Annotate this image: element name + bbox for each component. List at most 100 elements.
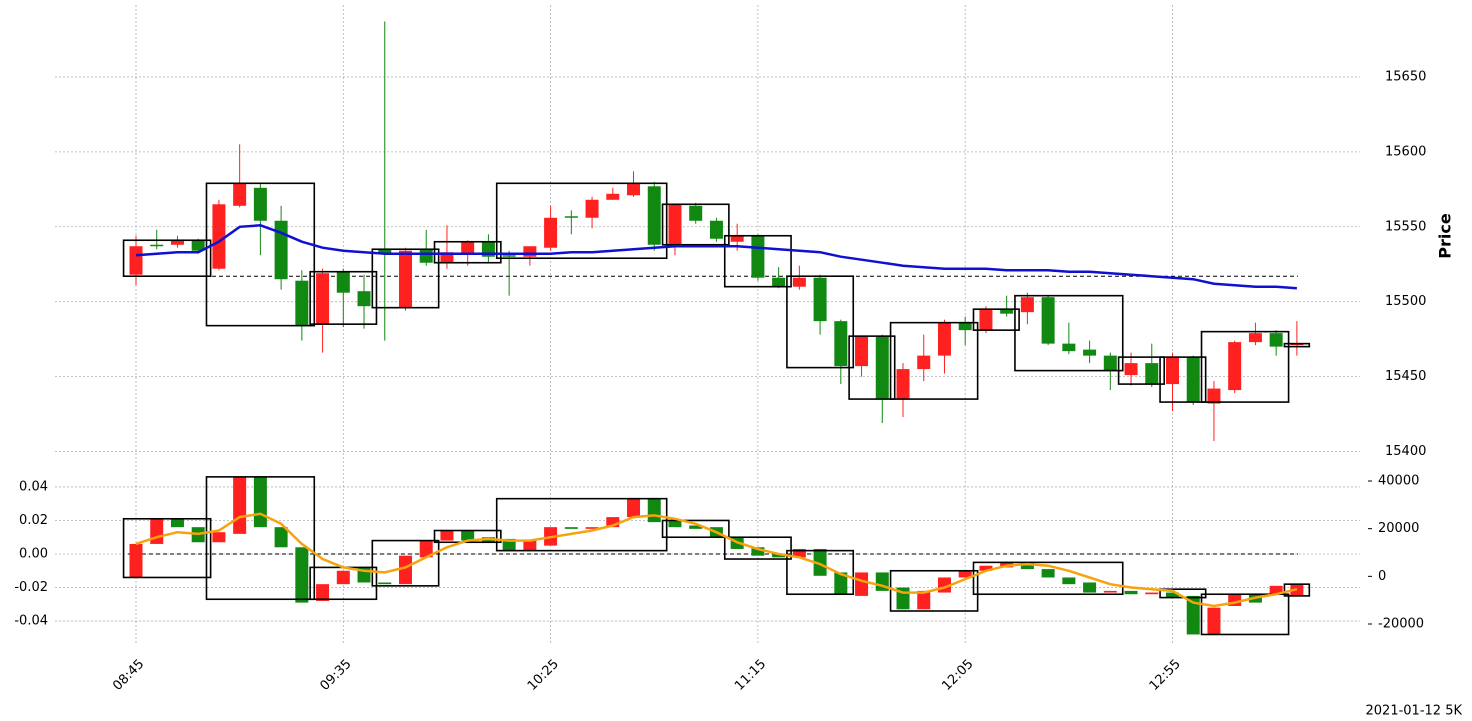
range-box xyxy=(371,248,440,309)
y-tick-label: 15550 xyxy=(1385,219,1426,234)
candle-body xyxy=(958,570,972,578)
candle-body xyxy=(792,548,806,558)
candle-body xyxy=(1269,333,1283,347)
x-tick-label: 11:15 xyxy=(732,657,769,694)
candle-body xyxy=(896,369,910,400)
candle-body xyxy=(253,187,267,221)
candle-body xyxy=(668,520,682,528)
y-tick-label: -0.02 xyxy=(14,580,48,595)
candle-body xyxy=(564,527,578,529)
range-box xyxy=(1283,342,1311,348)
candle-body xyxy=(689,205,703,221)
candle-body xyxy=(502,255,516,257)
range-box xyxy=(495,497,668,552)
candle-body xyxy=(647,498,661,523)
range-box xyxy=(972,308,1020,331)
candle-body xyxy=(274,527,288,548)
candle-body xyxy=(523,540,537,551)
candle-body xyxy=(129,543,143,578)
range-box xyxy=(661,203,730,246)
candle-body xyxy=(419,249,433,263)
candle-body xyxy=(813,277,827,322)
indicator-line xyxy=(135,512,1298,608)
x-tick-label: 12:55 xyxy=(1147,657,1184,694)
candle-body xyxy=(1145,363,1159,385)
range-box xyxy=(1200,593,1290,636)
candle-body xyxy=(751,547,765,556)
y-tick-label: 0.00 xyxy=(19,546,48,561)
range-box xyxy=(205,182,316,327)
y-tick-label: 0.04 xyxy=(19,479,48,494)
candle-body xyxy=(1166,357,1179,385)
y2-tick-label: -20000 xyxy=(1378,617,1424,632)
candle-body xyxy=(398,250,412,308)
candle-body xyxy=(606,193,620,200)
candle-body xyxy=(398,555,412,585)
candle-body xyxy=(212,204,226,269)
y-tick-label: 15500 xyxy=(1385,294,1426,309)
candle-body xyxy=(875,336,889,400)
x-tick-label: 09:35 xyxy=(318,657,355,694)
candle-body xyxy=(627,498,641,518)
candle-body xyxy=(440,252,454,263)
range-box xyxy=(309,270,378,325)
candle-body xyxy=(979,565,993,571)
candle-body xyxy=(792,277,806,287)
candle-body xyxy=(1103,590,1117,593)
range-box xyxy=(1200,330,1290,403)
range-box xyxy=(433,240,502,264)
range-box xyxy=(723,234,792,288)
y-tick-label: 15400 xyxy=(1385,444,1426,459)
range-box xyxy=(848,335,896,400)
candle-body xyxy=(1228,594,1242,606)
candle-body xyxy=(274,220,288,280)
candle-body xyxy=(751,235,765,278)
y2-tick-label: 40000 xyxy=(1378,474,1419,489)
candle-body xyxy=(212,532,226,543)
candle-body xyxy=(917,590,931,610)
candle-body xyxy=(316,584,330,601)
candle-body xyxy=(1124,590,1138,595)
range-box xyxy=(786,549,855,596)
y2-tick-label: 0 xyxy=(1378,569,1386,584)
candle-body xyxy=(378,249,392,254)
candle-body xyxy=(834,321,848,367)
candle-body xyxy=(295,280,309,326)
candle-body xyxy=(1020,297,1034,313)
range-box xyxy=(1014,294,1124,372)
range-box xyxy=(122,239,212,278)
y2-tick-label: 20000 xyxy=(1378,521,1419,536)
candle-body xyxy=(709,220,723,239)
candle-body xyxy=(647,186,661,245)
candle-body xyxy=(419,540,433,558)
candle-body xyxy=(606,517,620,528)
candle-body xyxy=(357,291,371,307)
candle-body xyxy=(544,217,558,248)
candle-body xyxy=(1207,388,1221,404)
candle-body xyxy=(834,572,848,595)
candle-body xyxy=(627,183,641,196)
candle-body xyxy=(233,183,247,206)
candle-body xyxy=(1145,592,1159,595)
candle-body xyxy=(1062,577,1076,585)
candle-body xyxy=(772,553,786,558)
candle-body xyxy=(564,216,578,218)
candle-body xyxy=(689,525,703,529)
candle-body xyxy=(1248,333,1262,343)
candle-body xyxy=(772,277,786,287)
range-box xyxy=(972,561,1124,596)
candle-body xyxy=(1083,349,1097,356)
y-tick-label: -0.04 xyxy=(14,614,48,629)
candle-body xyxy=(316,273,330,325)
candle-body xyxy=(730,235,744,242)
range-box xyxy=(122,517,212,579)
candle-body xyxy=(129,246,143,275)
candle-body xyxy=(585,199,599,218)
candle-body xyxy=(979,309,993,331)
candle-body xyxy=(378,582,392,585)
range-box xyxy=(889,569,979,612)
candle-body xyxy=(917,355,931,370)
range-box xyxy=(205,476,316,601)
candle-body xyxy=(336,271,350,293)
